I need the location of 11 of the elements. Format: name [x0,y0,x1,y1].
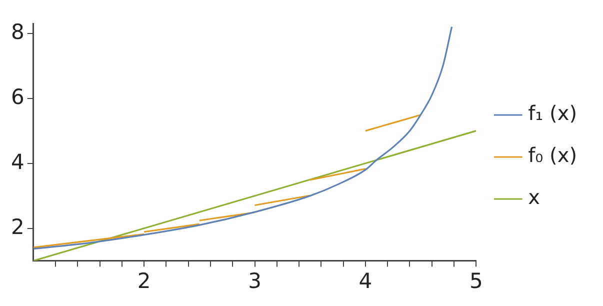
x-tick-label: 3 [248,268,262,293]
x-tick-label: 2 [137,268,151,293]
legend-label: x [528,185,540,210]
x-tick-label: 5 [469,268,483,293]
y-tick-label: 6 [10,84,24,109]
legend-label: f₁ (x) [528,101,577,126]
y-tick-label: 2 [10,214,24,239]
y-tick-label: 4 [10,150,24,174]
x-tick-label: 4 [358,268,372,293]
y-tick-label: 8 [10,20,24,44]
legend-label: f₀ (x) [528,143,577,168]
